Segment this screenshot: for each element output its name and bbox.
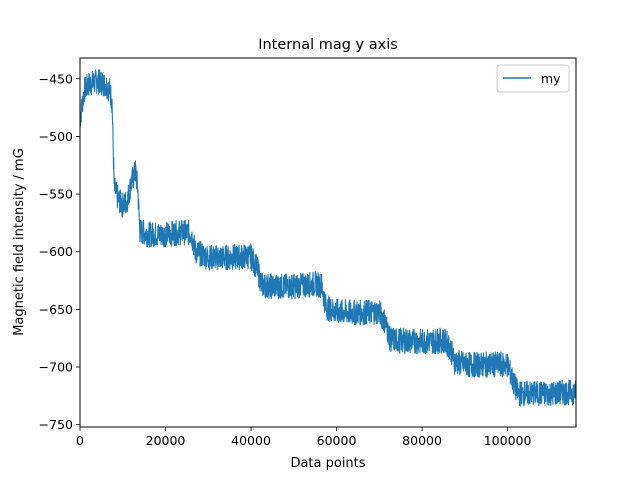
x-axis: 0 20000 40000 60000 80000 100000 bbox=[76, 427, 531, 448]
x-tick-label: 80000 bbox=[402, 433, 442, 448]
legend: my bbox=[496, 64, 570, 93]
y-tick-label: −750 bbox=[39, 417, 73, 432]
legend-label-my: my bbox=[541, 71, 561, 86]
y-tick-label: −550 bbox=[39, 187, 73, 202]
series-line-my bbox=[80, 69, 576, 407]
plot-area bbox=[79, 57, 577, 428]
x-tick-label: 40000 bbox=[231, 433, 271, 448]
x-tick-label: 0 bbox=[76, 433, 84, 448]
axes-frame bbox=[79, 57, 577, 428]
chart-title: Internal mag y axis bbox=[258, 37, 398, 53]
y-tick-label: −450 bbox=[39, 71, 73, 86]
y-tick-label: −650 bbox=[39, 302, 73, 317]
y-tick-label: −600 bbox=[39, 244, 73, 259]
x-tick-label: 20000 bbox=[146, 433, 186, 448]
x-tick-label: 60000 bbox=[317, 433, 357, 448]
y-axis-label: Magnetic field intensity / mG bbox=[12, 148, 27, 336]
x-axis-label: Data points bbox=[290, 456, 365, 471]
x-tick-label: 100000 bbox=[484, 433, 532, 448]
y-tick-label: −700 bbox=[39, 360, 73, 375]
y-axis: −450 −500 −550 −600 −650 −700 −750 bbox=[39, 71, 80, 432]
legend-box bbox=[496, 64, 570, 93]
y-tick-label: −500 bbox=[39, 129, 73, 144]
